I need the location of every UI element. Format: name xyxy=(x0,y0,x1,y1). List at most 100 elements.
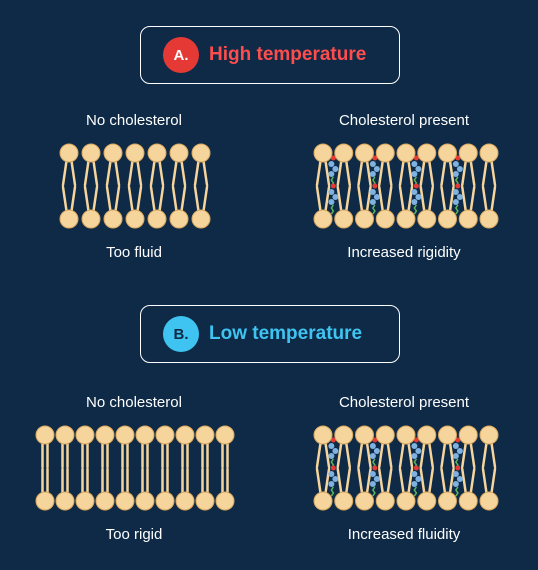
lipid-tails xyxy=(193,185,209,213)
phospholipid-head xyxy=(334,491,354,511)
lipid-tails xyxy=(141,441,149,469)
cholesterol-molecule xyxy=(369,465,380,497)
phospholipid-head xyxy=(35,491,55,511)
lipid-tails xyxy=(481,185,497,213)
panel-a1-heading: No cholesterol xyxy=(86,112,182,129)
lipid-tails xyxy=(221,441,229,469)
lipid-tails xyxy=(81,467,89,495)
lipid-tails xyxy=(121,467,129,495)
lipid-tails xyxy=(41,467,49,495)
lipid-tails xyxy=(357,441,372,469)
phospholipid-head xyxy=(135,425,155,445)
lipid-tails xyxy=(481,159,497,187)
phospholipid-head xyxy=(125,143,145,163)
phospholipid-head xyxy=(417,425,437,445)
section-a-title: High temperature xyxy=(209,44,367,65)
cholesterol-molecule xyxy=(328,155,339,187)
section-b-title: Low temperature xyxy=(209,323,363,344)
lipid-tails xyxy=(461,159,476,187)
lipid-tails xyxy=(378,185,393,213)
lipid-tails xyxy=(398,467,414,495)
lipid-tails xyxy=(336,441,351,469)
phospholipid-head xyxy=(375,491,395,511)
lipid-tails xyxy=(315,467,331,495)
phospholipid-head xyxy=(479,425,499,445)
phospholipid-head xyxy=(438,143,457,163)
phospholipid-head xyxy=(334,425,354,445)
lipid-tails xyxy=(419,159,434,187)
lipid-tails xyxy=(419,467,434,495)
lipid-tails xyxy=(161,441,169,469)
phospholipid-head xyxy=(135,491,155,511)
phospholipid-head xyxy=(59,143,79,163)
membrane-a2 xyxy=(313,143,499,229)
phospholipid-head xyxy=(191,143,211,163)
lipid-tails xyxy=(336,159,351,187)
phospholipid-head xyxy=(103,209,123,229)
lipid-tails xyxy=(127,159,143,187)
phospholipid-head xyxy=(81,209,101,229)
phospholipid-head xyxy=(355,491,374,511)
phospholipid-head xyxy=(396,425,416,445)
lipid-tails xyxy=(101,467,109,495)
phospholipid-head xyxy=(458,209,478,229)
cholesterol-molecule xyxy=(452,437,463,469)
panel-a2-caption: Increased rigidity xyxy=(347,244,461,261)
lipid-tails xyxy=(61,441,69,469)
section-b-badge: B. xyxy=(163,316,199,352)
cholesterol-molecule xyxy=(369,437,380,469)
lipid-tails xyxy=(193,159,209,187)
lipid-tails xyxy=(171,185,187,213)
lipid-tails xyxy=(336,185,351,213)
panel-a1-caption: Too fluid xyxy=(106,244,162,261)
lipid-tails xyxy=(41,441,49,469)
section-a-badge: A. xyxy=(163,37,199,73)
lipid-tails xyxy=(221,467,229,495)
lipid-tails xyxy=(121,441,129,469)
phospholipid-head xyxy=(417,143,437,163)
lipid-tails xyxy=(461,185,476,213)
phospholipid-head xyxy=(313,143,333,163)
phospholipid-head xyxy=(195,491,215,511)
panel-b1-caption: Too rigid xyxy=(105,526,163,543)
phospholipid-head xyxy=(169,209,189,229)
phospholipid-head xyxy=(375,209,395,229)
lipid-tails xyxy=(141,467,149,495)
phospholipid-head xyxy=(375,143,395,163)
lipid-tails xyxy=(181,441,189,469)
lipid-tails xyxy=(481,441,497,469)
phospholipid-head xyxy=(313,209,333,229)
panel-b2-caption: Increased fluidity xyxy=(347,526,461,543)
membrane-b2 xyxy=(313,425,499,511)
phospholipid-head xyxy=(175,425,195,445)
cholesterol-molecule xyxy=(328,183,339,215)
lipid-tails xyxy=(398,159,414,187)
lipid-tails xyxy=(461,441,476,469)
lipid-tails xyxy=(105,159,121,187)
cholesterol-molecule xyxy=(411,437,422,469)
phospholipid-head xyxy=(95,425,115,445)
section-a-header: A. High temperature xyxy=(140,26,400,84)
lipid-tails xyxy=(315,159,331,187)
phospholipid-head xyxy=(155,491,175,511)
lipid-tails xyxy=(440,467,455,495)
phospholipid-head xyxy=(458,491,478,511)
lipid-tails xyxy=(201,467,209,495)
lipid-tails xyxy=(461,467,476,495)
cholesterol-molecule xyxy=(328,437,339,469)
cholesterol-molecule xyxy=(369,183,380,215)
phospholipid-head xyxy=(195,425,215,445)
phospholipid-head xyxy=(125,209,145,229)
phospholipid-head xyxy=(215,425,235,445)
phospholipid-head xyxy=(396,209,416,229)
lipid-tails xyxy=(440,441,455,469)
phospholipid-head xyxy=(103,143,123,163)
cholesterol-molecule xyxy=(452,183,463,215)
phospholipid-head xyxy=(55,491,75,511)
phospholipid-head xyxy=(334,209,354,229)
phospholipid-head xyxy=(355,425,374,445)
phospholipid-head xyxy=(55,425,75,445)
lipid-tails xyxy=(149,185,165,213)
lipid-tails xyxy=(61,159,77,187)
phospholipid-head xyxy=(438,491,457,511)
